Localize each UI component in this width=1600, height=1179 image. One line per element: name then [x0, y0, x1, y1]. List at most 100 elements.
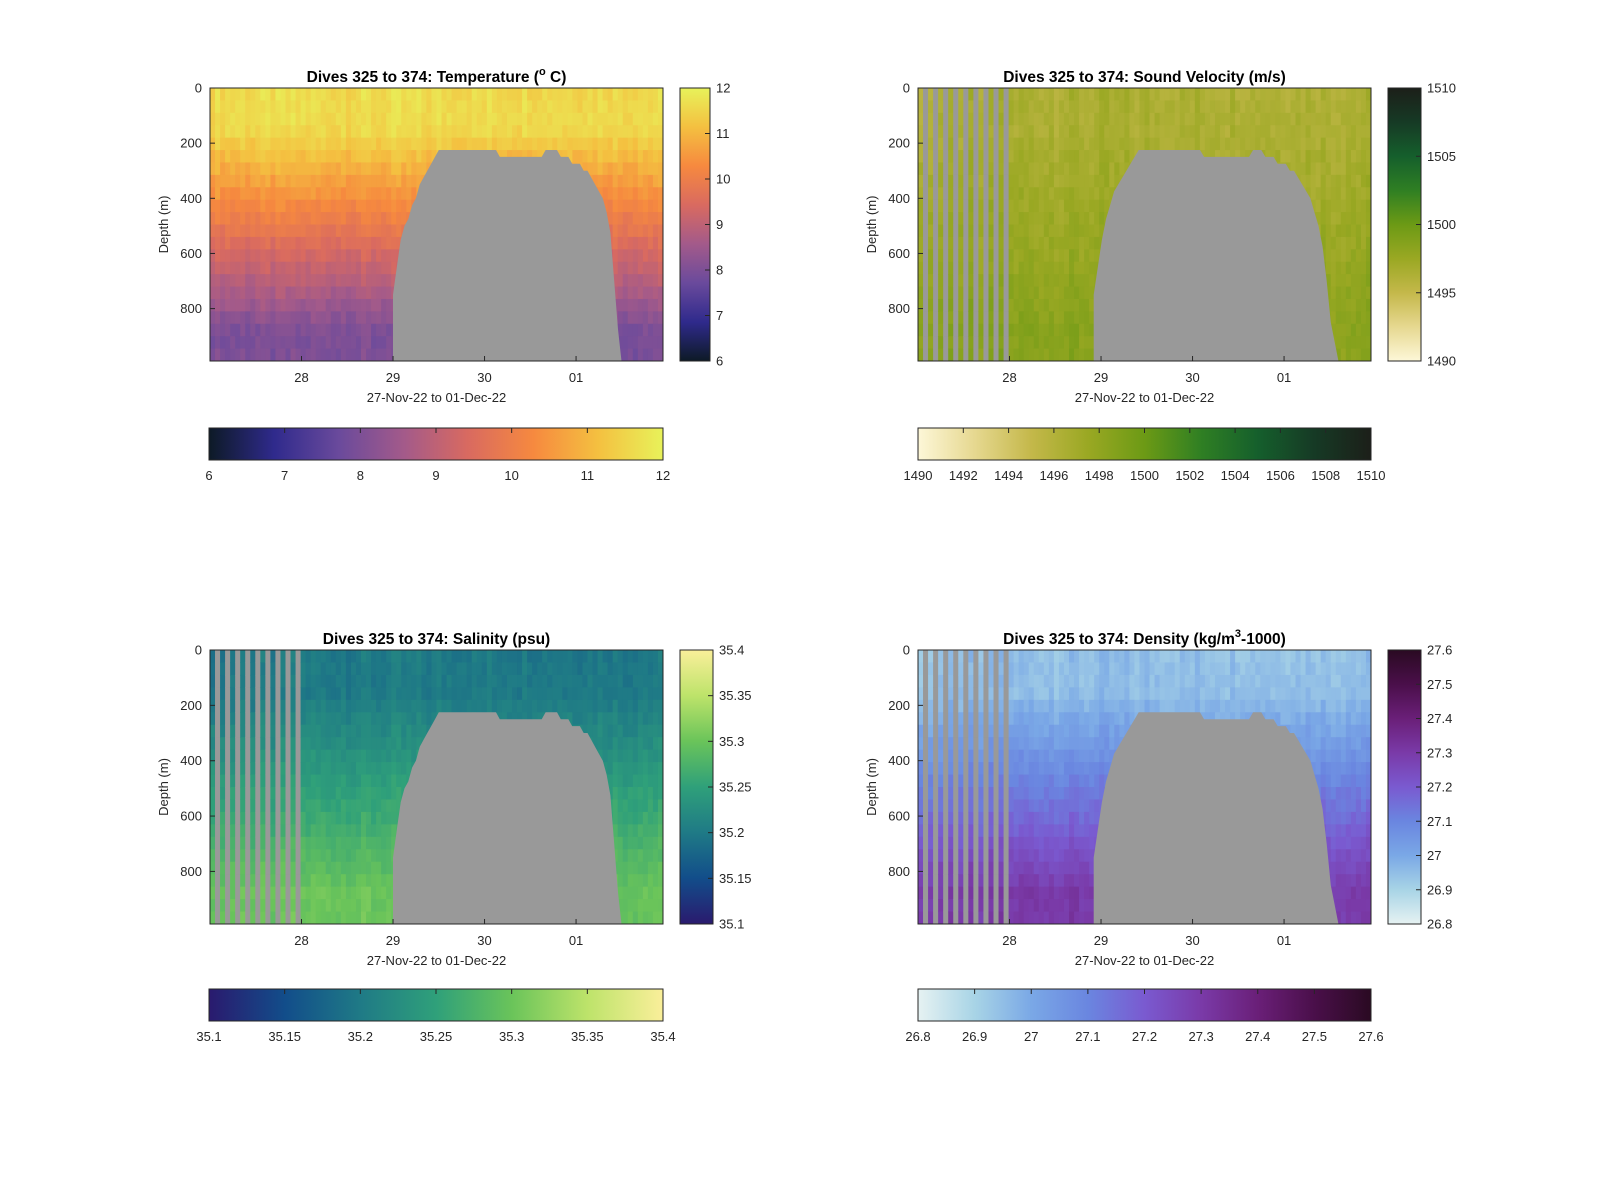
heatmap-cell — [963, 348, 969, 361]
heatmap-cell — [1355, 286, 1362, 300]
heatmap-cell — [371, 787, 377, 801]
heatmap-cell — [557, 125, 563, 139]
colorbar-tick-label: 1490 — [1427, 354, 1456, 369]
heatmap-cell — [210, 737, 216, 751]
heatmap-cell — [1048, 298, 1055, 312]
heatmap-cell — [325, 687, 332, 701]
heatmap-cell — [1033, 112, 1040, 126]
heatmap-cell — [240, 824, 246, 838]
heatmap-cell — [361, 824, 367, 838]
heatmap-cell — [416, 125, 422, 139]
heatmap-cell — [300, 911, 307, 924]
heatmap-cell — [1129, 150, 1136, 164]
heatmap-cell — [265, 336, 271, 350]
heatmap-cell — [617, 286, 624, 300]
heatmap-cell — [1189, 88, 1196, 102]
heatmap-cell — [1003, 150, 1010, 164]
heatmap-cell — [255, 749, 261, 763]
heatmap-cell — [1079, 286, 1085, 300]
heatmap-cell — [1345, 249, 1352, 263]
heatmap-cell — [642, 249, 649, 263]
heatmap-cell — [527, 88, 533, 102]
heatmap-cell — [567, 112, 573, 126]
heatmap-cell — [1340, 88, 1347, 102]
heatmap-cell — [1058, 286, 1065, 300]
heatmap-cell — [330, 724, 337, 738]
heatmap-cell — [250, 100, 256, 114]
heatmap-cell — [396, 162, 402, 176]
heatmap-cell — [376, 712, 382, 726]
heatmap-cell — [1209, 137, 1216, 151]
heatmap-cell — [345, 212, 352, 226]
heatmap-cell — [255, 261, 261, 275]
heatmap-cell — [1018, 187, 1025, 201]
heatmap-cell — [215, 712, 221, 726]
heatmap-cell — [1285, 112, 1292, 126]
heatmap-cell — [1365, 112, 1371, 126]
heatmap-cell — [632, 150, 639, 164]
heatmap-cell — [361, 274, 367, 288]
heatmap-cell — [215, 125, 221, 139]
heatmap-cell — [345, 687, 352, 701]
heatmap-cell — [355, 886, 362, 900]
heatmap-cell — [300, 88, 307, 102]
heatmap-cell — [973, 199, 979, 213]
heatmap-cell — [260, 199, 266, 213]
heatmap-cell — [215, 824, 221, 838]
heatmap-cell — [963, 261, 969, 275]
heatmap-cell — [1033, 336, 1040, 350]
heatmap-cell — [366, 323, 372, 337]
heatmap-cell — [627, 236, 634, 250]
heatmap-cell — [325, 348, 332, 361]
heatmap-cell — [943, 323, 949, 337]
heatmap-cell — [622, 236, 629, 250]
heatmap-cell — [230, 787, 236, 801]
heatmap-cell — [401, 162, 407, 176]
heatmap-cell — [401, 112, 407, 126]
heatmap-cell — [642, 125, 649, 139]
heatmap-cell — [928, 187, 934, 201]
heatmap-cell — [275, 174, 282, 188]
heatmap-cell — [406, 699, 412, 713]
heatmap-cell — [376, 787, 382, 801]
heatmap-cell — [1028, 112, 1035, 126]
heatmap-cell — [340, 911, 347, 924]
heatmap-cell — [938, 298, 944, 312]
heatmap-cell — [652, 236, 659, 250]
heatmap-cell — [1350, 150, 1357, 164]
heatmap-cell — [1320, 212, 1327, 226]
heatmap-cell — [506, 112, 513, 126]
heatmap-cell — [350, 112, 357, 126]
heatmap-cell — [381, 712, 387, 726]
heatmap-cell — [421, 162, 428, 176]
heatmap-cell — [265, 174, 271, 188]
heatmap-cell — [617, 162, 624, 176]
heatmap-cell — [426, 125, 433, 139]
heatmap-cell — [350, 774, 357, 788]
heatmap-cell — [350, 125, 357, 139]
heatmap-cell — [1003, 112, 1010, 126]
heatmap-cell — [275, 88, 282, 102]
y-tick-label: 400 — [180, 191, 202, 206]
heatmap-cell — [350, 861, 357, 875]
heatmap-cell — [617, 261, 624, 275]
heatmap-cell — [1154, 88, 1161, 102]
heatmap-cell — [215, 724, 221, 738]
heatmap-cell — [300, 724, 307, 738]
heatmap-cell — [260, 799, 266, 813]
heatmap-cell — [1340, 298, 1347, 312]
heatmap-cell — [652, 274, 659, 288]
heatmap-cell — [245, 799, 251, 813]
heatmap-cell — [958, 162, 964, 176]
heatmap-cell — [426, 112, 433, 126]
heatmap-cell — [285, 162, 292, 176]
heatmap-cell — [988, 249, 995, 263]
heatmap-cell — [265, 724, 271, 738]
heatmap-cell — [958, 286, 964, 300]
heatmap-cell — [265, 162, 271, 176]
heatmap-cell — [366, 311, 372, 325]
heatmap-cell — [1340, 224, 1347, 238]
heatmap-cell — [537, 112, 543, 126]
heatmap-cell — [953, 224, 959, 238]
heatmap-cell — [325, 662, 332, 676]
